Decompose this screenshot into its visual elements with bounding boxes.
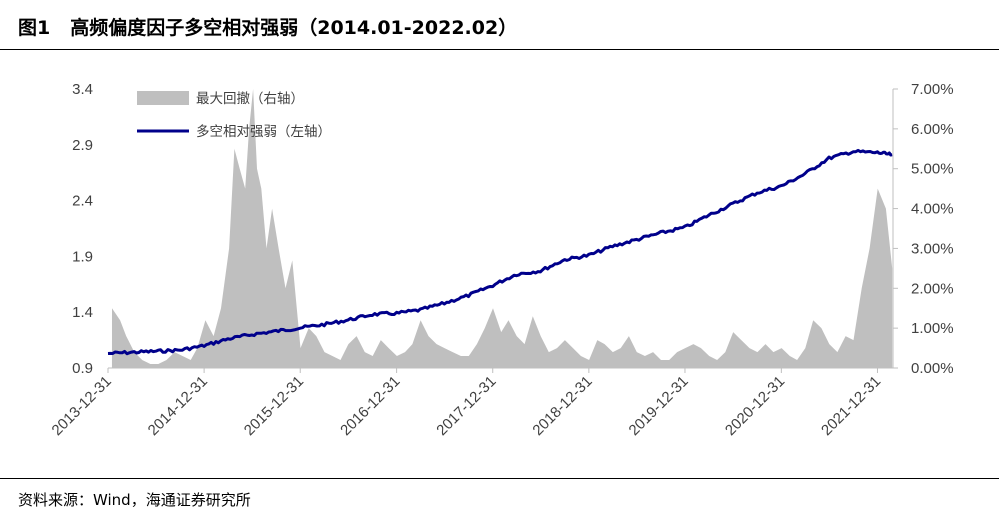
- x-tick-label: 2018-12-31: [529, 373, 595, 439]
- figure-number: 图1: [18, 17, 51, 39]
- left-y-tick-label: 2.9: [72, 137, 93, 154]
- right-y-tick-label: 3.00%: [911, 240, 954, 257]
- right-y-tick-label: 2.00%: [911, 280, 954, 297]
- legend: 最大回撤（右轴） 多空相对强弱（左轴）: [137, 91, 331, 140]
- x-tick-label: 2021-12-31: [818, 373, 884, 439]
- figure-title-text: 高频偏度因子多空相对强弱（2014.01-2022.02）: [70, 17, 518, 39]
- right-y-tick-label: 0.00%: [911, 360, 954, 377]
- x-tick-label: 2017-12-31: [433, 373, 499, 439]
- right-y-tick-label: 4.00%: [911, 201, 954, 218]
- legend-strength-label: 多空相对强弱（左轴）: [196, 123, 331, 140]
- strength-line-layer: [107, 148, 893, 356]
- right-y-tick-label: 1.00%: [911, 320, 954, 337]
- x-tick-label: 2014-12-31: [145, 373, 211, 439]
- left-y-tick-label: 1.9: [72, 248, 93, 265]
- legend-drawdown-label: 最大回撤（右轴）: [196, 91, 304, 107]
- x-tick-label: 2020-12-31: [722, 373, 788, 439]
- legend-drawdown-swatch: [137, 91, 189, 105]
- drawdown-area-layer: [111, 89, 893, 368]
- source-note: 资料来源：Wind，海通证券研究所: [18, 491, 251, 509]
- x-tick-label: 2016-12-31: [337, 373, 403, 439]
- left-y-tick-label: 1.4: [72, 304, 93, 321]
- left-y-tick-label: 3.4: [72, 81, 93, 98]
- drawdown-area: [111, 89, 893, 368]
- axes-layer: 0.9 1.4 1.9 2.4 2.9 3.4 0.00% 1.00% 2.00% 3.00% 4.…: [49, 81, 954, 439]
- x-tick-label: 2015-12-31: [241, 373, 307, 439]
- right-y-tick-label: 7.00%: [911, 81, 954, 98]
- title-bar: 图1 高频偏度因子多空相对强弱（2014.01-2022.02）: [0, 0, 999, 50]
- figure-title: 图1 高频偏度因子多空相对强弱（2014.01-2022.02）: [18, 13, 517, 40]
- strength-line: [107, 148, 893, 356]
- right-y-tick-label: 5.00%: [911, 161, 954, 178]
- right-y-tick-label: 6.00%: [911, 121, 954, 138]
- left-y-tick-label: 0.9: [72, 360, 93, 377]
- x-tick-label: 2019-12-31: [626, 373, 692, 439]
- chart: 0.9 1.4 1.9 2.4 2.9 3.4 0.00% 1.00% 2.00% 3.00% 4.…: [49, 81, 954, 439]
- x-tick-label: 2013-12-31: [49, 373, 115, 439]
- source-bar: 资料来源：Wind，海通证券研究所: [0, 478, 999, 518]
- left-y-tick-label: 2.4: [72, 193, 93, 210]
